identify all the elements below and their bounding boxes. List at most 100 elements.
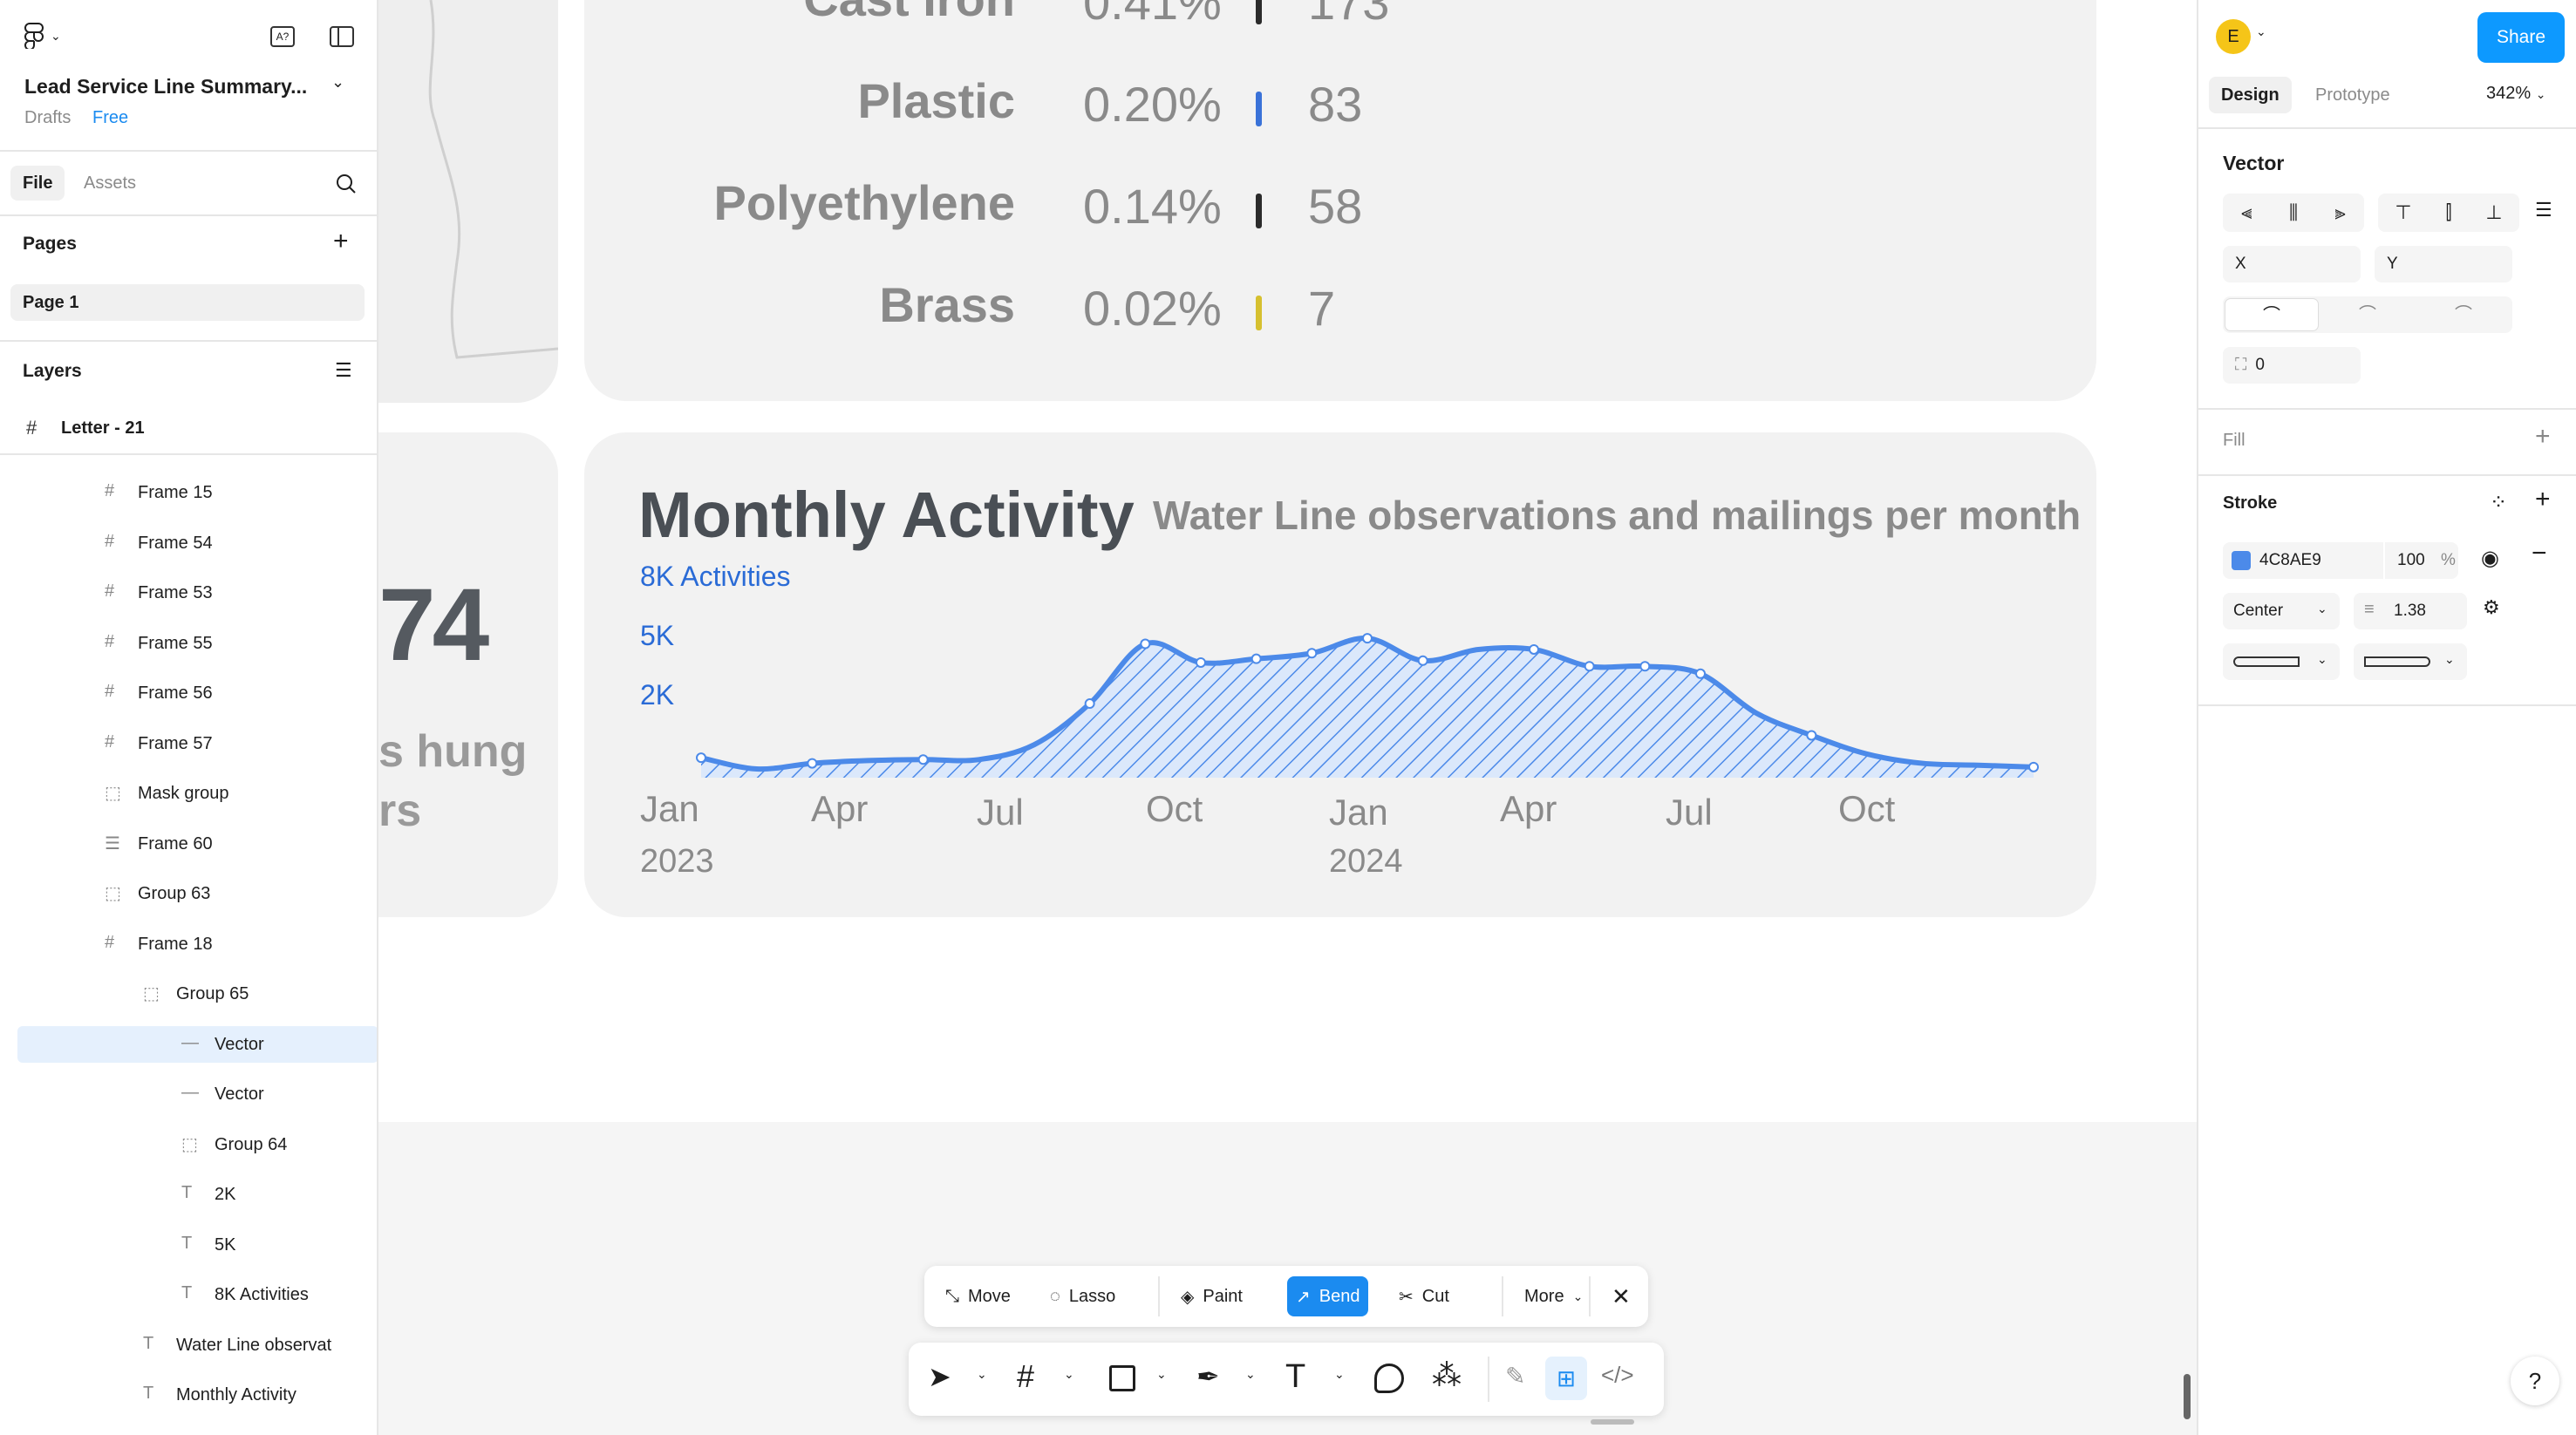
lasso-tool[interactable]: ◌ Lasso xyxy=(1041,1276,1124,1316)
vertex-handle[interactable] xyxy=(1584,661,1595,672)
layer-item[interactable]: # Frame 18 xyxy=(17,926,377,962)
stroke-align-select[interactable]: Center ⌄ xyxy=(2223,593,2340,629)
stroke-color-field[interactable]: 4C8AE9 100 % xyxy=(2223,542,2458,579)
tab-assets[interactable]: Assets xyxy=(84,173,137,193)
vertex-handle[interactable] xyxy=(1639,661,1651,672)
bend-tool[interactable]: ↗ Bend xyxy=(1287,1276,1369,1316)
distribute-icon[interactable]: ☰ xyxy=(2535,199,2552,221)
activity-chart[interactable]: 8K Activities 5K 2K Jan 2023 Apr Jul Oct Jan 2024… xyxy=(596,558,2061,889)
activity-area[interactable] xyxy=(701,638,2034,778)
vertex-handle[interactable] xyxy=(917,754,929,765)
move-pointer-icon[interactable]: ➤ xyxy=(928,1361,951,1392)
search-icon[interactable] xyxy=(335,173,358,195)
chevron-down-icon[interactable]: ⌄ xyxy=(977,1367,987,1381)
y-field[interactable]: Y xyxy=(2375,246,2512,282)
align-middle-icon[interactable]: ⫿ xyxy=(2445,201,2452,223)
align-center-icon[interactable]: ⫼ xyxy=(2288,201,2299,223)
share-button[interactable]: Share xyxy=(2477,12,2565,63)
paint-tool[interactable]: ◈ Paint xyxy=(1172,1276,1251,1316)
vertex-handle[interactable] xyxy=(1196,656,1206,668)
vertex-handle[interactable] xyxy=(1084,698,1095,710)
file-location[interactable]: Drafts xyxy=(24,108,72,127)
eye-icon[interactable]: ◉ xyxy=(2481,547,2499,570)
dev-mode-icon[interactable]: </> xyxy=(1601,1362,1634,1388)
layer-item[interactable]: T Monthly Activity xyxy=(17,1377,377,1413)
vertex-handle[interactable] xyxy=(1806,730,1817,741)
vertex-handle[interactable] xyxy=(696,752,706,764)
vertex-handle[interactable] xyxy=(2028,761,2039,772)
align-bottom-icon[interactable]: ⊥ xyxy=(2485,201,2503,223)
stat-card[interactable] xyxy=(378,432,558,917)
mirror-none-icon[interactable]: ⌒ xyxy=(2225,298,2319,331)
mirror-all-icon[interactable]: ⌒ xyxy=(2455,305,2472,324)
layer-item[interactable]: ⬚ Group 63 xyxy=(17,875,377,912)
frame-tool-icon[interactable]: # xyxy=(1017,1358,1035,1394)
layer-item[interactable]: ☰ Frame 60 xyxy=(17,826,377,862)
layer-item[interactable]: T 8K Activities xyxy=(17,1276,377,1313)
stroke-end-cap-select[interactable]: ⌄ xyxy=(2354,643,2467,680)
layer-item[interactable]: — Vector xyxy=(17,1025,377,1063)
corner-radius-field[interactable]: ⛶ 0 xyxy=(2223,347,2361,384)
vertex-handle[interactable] xyxy=(1417,655,1428,666)
align-left-icon[interactable]: ⫷ ⫼ ⫸ xyxy=(2223,194,2364,232)
layer-item[interactable]: # Frame 57 xyxy=(17,725,377,762)
align-right-icon[interactable]: ⫸ xyxy=(2334,201,2346,223)
add-stroke-button[interactable]: + xyxy=(2535,485,2551,513)
add-page-button[interactable]: + xyxy=(333,227,349,255)
chevron-down-icon[interactable]: ⌄ xyxy=(331,73,345,91)
stroke-weight-field[interactable]: ≡ 1.38 xyxy=(2354,593,2467,629)
vertex-handle[interactable] xyxy=(1140,638,1151,649)
design-mode-icon[interactable]: ⊞ xyxy=(1545,1357,1587,1400)
ai-text-icon[interactable]: A? xyxy=(270,26,295,47)
remove-stroke-button[interactable]: − xyxy=(2532,539,2547,568)
vertex-handle[interactable] xyxy=(1695,668,1706,679)
scrollbar[interactable] xyxy=(2184,1374,2191,1419)
tab-prototype[interactable]: Prototype xyxy=(2315,85,2390,105)
more-menu[interactable]: More ⌄ xyxy=(1516,1276,1591,1316)
stroke-hex[interactable]: 4C8AE9 xyxy=(2259,551,2321,569)
move-tool[interactable]: ⤡ Move xyxy=(937,1276,1019,1316)
figma-menu-button[interactable]: ⌄ xyxy=(24,23,61,49)
map-card[interactable] xyxy=(378,0,558,403)
stroke-start-cap-select[interactable]: ⌄ xyxy=(2223,643,2340,680)
actions-icon[interactable]: ⁂ xyxy=(1432,1359,1462,1392)
chevron-down-icon[interactable]: ⌄ xyxy=(2256,24,2266,38)
plan-badge[interactable]: Free xyxy=(92,108,129,127)
tab-design[interactable]: Design xyxy=(2209,77,2292,113)
help-button[interactable]: ? xyxy=(2511,1357,2559,1405)
sidebar-toggle-icon[interactable] xyxy=(330,26,354,47)
vertex-handle[interactable] xyxy=(1529,643,1539,655)
file-title[interactable]: Lead Service Line Summary... xyxy=(24,75,308,98)
vertex-handle[interactable] xyxy=(1362,633,1373,644)
layer-item[interactable]: T 2K xyxy=(17,1176,377,1213)
layer-item[interactable]: ⬚ Group 65 xyxy=(17,976,377,1012)
materials-card[interactable] xyxy=(584,0,2096,401)
draw-mode-icon[interactable]: ✎ xyxy=(1505,1363,1526,1390)
layer-item[interactable]: # Frame 15 xyxy=(17,474,377,511)
layer-item[interactable]: # Frame 56 xyxy=(17,675,377,711)
vertex-handle[interactable] xyxy=(1251,653,1262,664)
layer-item[interactable]: ⬚ Group 64 xyxy=(17,1126,377,1163)
chevron-down-icon[interactable]: ⌄ xyxy=(1245,1367,1256,1381)
styles-icon[interactable]: ⁘ xyxy=(2490,491,2508,514)
resize-handle[interactable] xyxy=(1591,1419,1634,1425)
add-fill-button[interactable]: + xyxy=(2535,422,2551,451)
chevron-down-icon[interactable]: ⌄ xyxy=(1334,1367,1345,1381)
layer-item[interactable]: # Frame 54 xyxy=(17,525,377,561)
vertex-handle[interactable] xyxy=(1306,648,1318,659)
comment-tool-icon[interactable] xyxy=(1374,1364,1404,1393)
design-canvas[interactable]: Cast Iron 0.41% 173 Plastic 0.20% 83 Polyethyl… xyxy=(378,0,2197,1435)
layer-item[interactable]: T Water Line observat xyxy=(17,1327,377,1364)
stroke-color-swatch[interactable] xyxy=(2232,551,2251,570)
layer-item[interactable]: ⬚ Mask group xyxy=(17,775,377,812)
stroke-settings-icon[interactable]: ⚙ xyxy=(2483,596,2500,618)
cut-tool[interactable]: ✂ Cut xyxy=(1390,1276,1458,1316)
zoom-level[interactable]: 342% ⌄ xyxy=(2486,84,2545,104)
page-item[interactable]: Page 1 xyxy=(10,284,365,321)
stroke-opacity[interactable]: 100 xyxy=(2397,551,2425,569)
collapse-layers-icon[interactable]: ☰ xyxy=(335,359,352,381)
close-edit-button[interactable]: ✕ xyxy=(1603,1276,1639,1316)
layer-item[interactable]: T 5K xyxy=(17,1227,377,1263)
rectangle-tool-icon[interactable] xyxy=(1109,1365,1135,1391)
align-top-icon[interactable]: ⊤ ⫿ ⊥ xyxy=(2378,194,2519,232)
